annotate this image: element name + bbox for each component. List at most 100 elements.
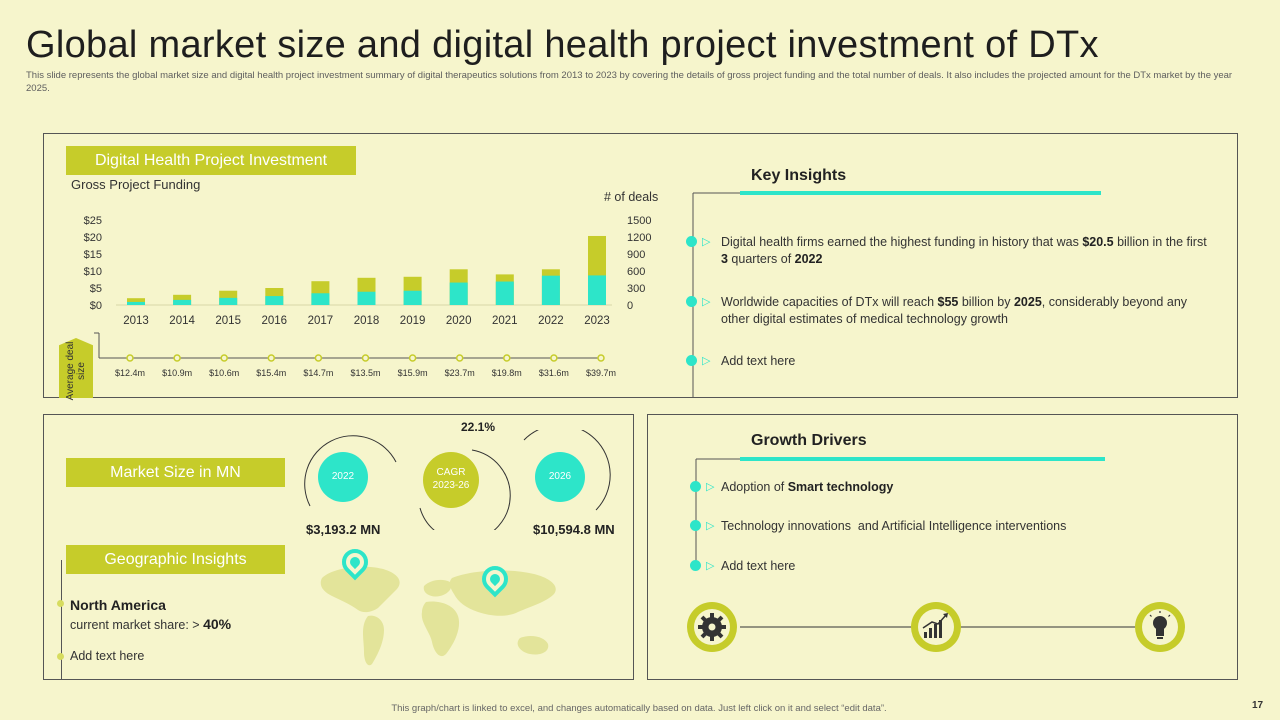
market-value-2022: $3,193.2 MN (306, 522, 381, 537)
x-tick-label: 2016 (262, 315, 288, 327)
bullet-dot-icon (686, 236, 697, 247)
cagr-period-label: 2023-26 (432, 480, 470, 491)
avg-deal-size-label: $15.9m (398, 368, 428, 378)
bullet-dot-icon (686, 355, 697, 366)
growth-panel (647, 414, 1238, 680)
x-tick-label: 2023 (584, 315, 610, 327)
y-right-tick-label: 300 (627, 283, 645, 295)
avg-deal-size-marker (220, 354, 228, 362)
key-insights-title: Key Insights (751, 167, 847, 184)
growth-chart-icon (911, 602, 961, 652)
year-2026-label: 2026 (548, 471, 572, 482)
x-tick-label: 2015 (215, 315, 241, 327)
year-2022-circle (318, 452, 368, 502)
page-subtitle: This slide represents the global market … (26, 70, 1233, 94)
y-left-tick-label: $10 (84, 266, 102, 278)
geo-bullet-icon (57, 653, 64, 660)
geographic-insights-header: Geographic Insights (66, 545, 285, 574)
deals-bar (127, 301, 145, 305)
funding-chart: $25 $20 $15 $10 $5 $0 1500 1200 900 600 300 0 2013 20… (84, 215, 652, 378)
deals-bar (311, 293, 330, 305)
geo-connector-line (61, 560, 62, 680)
triangle-right-icon: ▷ (706, 560, 715, 572)
bullet-dot-icon (686, 296, 697, 307)
triangle-right-icon: ▷ (702, 296, 711, 308)
avg-deal-size-label: $13.5m (350, 368, 380, 378)
triangle-right-icon: ▷ (706, 481, 715, 493)
deals-bar (357, 291, 376, 305)
world-map-icon (320, 566, 556, 666)
avg-deal-size-marker (597, 354, 605, 362)
avg-deal-size-marker (361, 354, 370, 362)
insight-1-text: Digital health firms earned the highest … (721, 235, 1207, 266)
growth-item-2-text: Technology innovations and Artificial In… (721, 519, 1067, 533)
investment-panel (43, 133, 1238, 398)
deals-bar (219, 297, 238, 305)
deals-axis-label: # of deals (604, 190, 659, 204)
deals-bar (541, 275, 560, 305)
bullet-dot-icon (690, 481, 701, 492)
growth-drivers-title: Growth Drivers (751, 432, 867, 449)
footer-note: This graph/chart is linked to excel, and… (391, 703, 887, 714)
triangle-right-icon: ▷ (702, 236, 711, 248)
y-right-tick-label: 1500 (627, 215, 651, 227)
avg-deal-size-label: $31.6m (539, 368, 569, 378)
growth-item-3-text: Add text here (721, 559, 796, 573)
y-left-tick-label: $0 (90, 300, 102, 312)
geo-bullet-icon (57, 600, 64, 607)
bullet-dot-icon (690, 520, 701, 531)
growth-item-1-text: Adoption of Smart technology (721, 480, 894, 494)
x-tick-label: 2022 (538, 315, 564, 327)
x-tick-label: 2020 (446, 315, 472, 327)
x-tick-label: 2014 (169, 315, 195, 327)
market-circles (304, 430, 611, 530)
y-right-tick-label: 1200 (627, 232, 651, 244)
avg-deal-size-marker (126, 354, 134, 362)
year-2022-label: 2022 (331, 471, 355, 482)
avg-deal-size-tag (59, 338, 93, 398)
year-2026-circle (535, 452, 585, 502)
avg-deal-size-label: $12.4m (115, 368, 145, 378)
page-number: 17 (1252, 700, 1264, 711)
page-title: Global market size and digital health pr… (26, 24, 1099, 66)
avg-deal-size-label: $23.7m (445, 368, 475, 378)
x-tick-label: 2017 (308, 315, 334, 327)
geo-share: current market share: > 40% (70, 616, 232, 632)
market-size-header: Market Size in MN (66, 458, 285, 487)
cagr-circle (423, 452, 479, 508)
avg-deal-size-marker (267, 354, 276, 362)
x-tick-label: 2018 (354, 315, 380, 327)
avg-deal-size-label: Average deal size (65, 341, 87, 401)
investment-header: Digital Health Project Investment (66, 146, 356, 175)
x-tick-label: 2019 (400, 315, 426, 327)
avg-deal-size-marker (455, 354, 464, 362)
y-left-tick-label: $20 (84, 232, 102, 244)
y-right-tick-label: 600 (627, 266, 645, 278)
triangle-right-icon: ▷ (702, 355, 711, 367)
triangle-right-icon: ▷ (706, 520, 715, 532)
avg-deal-size-label: $10.9m (162, 368, 192, 378)
cagr-label: CAGR (436, 467, 466, 478)
y-right-tick-label: 900 (627, 249, 645, 261)
avg-deal-size-label: $15.4m (256, 368, 286, 378)
funding-bar (127, 298, 145, 305)
deals-bar (588, 275, 606, 305)
avg-deal-size-marker (503, 354, 511, 362)
y-left-tick-label: $15 (84, 249, 102, 261)
avg-deal-size-label: $39.7m (586, 368, 616, 378)
growth-connector (695, 457, 1105, 570)
funding-axis-label: Gross Project Funding (71, 177, 201, 192)
y-left-tick-label: $25 (84, 215, 102, 227)
avg-deal-size-label: $10.6m (209, 368, 239, 378)
geo-region: North America (70, 597, 166, 613)
lightbulb-icon (1135, 602, 1185, 652)
deals-bar (449, 282, 468, 305)
insight-2-text: Worldwide capacities of DTx will reach $… (721, 295, 1188, 326)
deals-bar (173, 299, 192, 305)
deals-bar (495, 281, 514, 305)
avg-deal-size-label: $19.8m (492, 368, 522, 378)
x-tick-label: 2013 (123, 315, 149, 327)
avg-deal-size-marker (550, 354, 558, 362)
avg-deal-size-marker (408, 354, 417, 362)
cagr-percent: 22.1% (461, 420, 496, 434)
